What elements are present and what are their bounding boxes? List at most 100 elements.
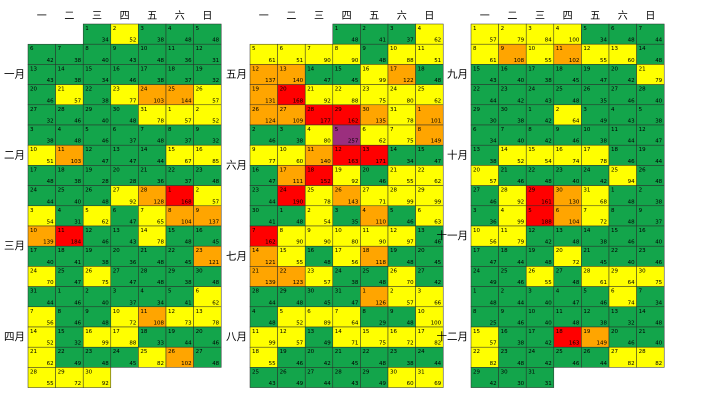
- weekday-label: 一: [259, 11, 269, 22]
- day-value: 44: [269, 199, 276, 205]
- day-number: 19: [528, 248, 535, 254]
- day-value: 65: [157, 220, 164, 226]
- day-number: 15: [335, 66, 342, 72]
- day-number: 1: [528, 107, 532, 113]
- day-number: 20: [611, 329, 618, 335]
- day-value: 94: [628, 179, 635, 185]
- day-number: 27: [30, 107, 37, 113]
- day-value: 140: [293, 78, 304, 84]
- day-number: 24: [30, 188, 37, 194]
- day-number: 2: [501, 289, 505, 295]
- day-value: 48: [379, 58, 386, 64]
- weekday-label: 五: [590, 11, 600, 22]
- day-number: 25: [501, 268, 508, 274]
- day-value: 40: [655, 98, 662, 104]
- day-value: 44: [185, 341, 192, 347]
- day-value: 47: [351, 300, 358, 306]
- day-number: 11: [140, 309, 147, 315]
- day-number: 31: [140, 107, 147, 113]
- day-number: 14: [335, 329, 342, 335]
- day-value: 74: [628, 300, 635, 306]
- day-number: 15: [473, 329, 480, 335]
- day-number: 13: [280, 66, 287, 72]
- day-value: 42: [628, 78, 635, 84]
- month-label: 七月: [226, 250, 247, 262]
- day-number: 3: [140, 26, 144, 32]
- day-value: 78: [212, 321, 219, 327]
- day-value: 128: [154, 199, 165, 205]
- weekday-label: 日: [424, 11, 434, 22]
- day-value: 48: [157, 139, 164, 145]
- day-value: 45: [572, 78, 579, 84]
- day-number: 29: [58, 369, 65, 375]
- day-number: 10: [140, 46, 147, 52]
- day-value: 71: [351, 341, 358, 347]
- day-number: 23: [196, 248, 203, 254]
- day-number: 16: [390, 329, 397, 335]
- day-number: 14: [501, 147, 508, 153]
- weekday-label: 日: [645, 11, 655, 22]
- day-number: 31: [418, 369, 425, 375]
- day-value: 124: [265, 119, 276, 125]
- day-number: 10: [583, 127, 590, 133]
- day-number: 27: [556, 268, 563, 274]
- day-number: 8: [335, 46, 339, 52]
- day-number: 29: [335, 107, 342, 113]
- day-value: 92: [517, 199, 524, 205]
- day-number: 14: [252, 248, 259, 254]
- day-number: 6: [30, 46, 34, 52]
- day-value: 72: [572, 260, 579, 266]
- day-value: 36: [129, 260, 136, 266]
- day-value: 32: [212, 78, 219, 84]
- day-number: 7: [639, 26, 643, 32]
- day-value: 80: [407, 98, 414, 104]
- day-number: 15: [528, 147, 535, 153]
- day-value: 30: [517, 381, 524, 387]
- day-number: 12: [583, 309, 590, 315]
- day-value: 56: [490, 240, 497, 246]
- weekday-label: 一: [480, 11, 490, 22]
- day-value: 48: [47, 179, 54, 185]
- day-number: 5: [390, 208, 394, 214]
- day-number: 22: [473, 349, 480, 355]
- day-value: 62: [434, 179, 441, 185]
- day-value: 44: [324, 381, 331, 387]
- day-value: 149: [431, 139, 442, 145]
- day-number: 21: [583, 248, 590, 254]
- day-cell: [415, 367, 444, 388]
- day-value: 46: [102, 139, 109, 145]
- day-value: 75: [379, 98, 386, 104]
- day-number: 31: [583, 188, 590, 194]
- day-number: 22: [362, 349, 369, 355]
- day-value: 35: [600, 98, 607, 104]
- day-value: 48: [212, 38, 219, 44]
- day-value: 42: [490, 381, 497, 387]
- day-number: 6: [113, 127, 117, 133]
- day-cell: [82, 367, 112, 388]
- day-cell: [525, 367, 555, 388]
- day-value: 45: [129, 361, 136, 367]
- day-number: 20: [556, 248, 563, 254]
- day-number: 26: [390, 268, 397, 274]
- day-value: 82: [157, 361, 164, 367]
- day-value: 78: [324, 199, 331, 205]
- day-number: 24: [418, 349, 425, 355]
- day-value: 44: [655, 38, 662, 44]
- day-value: 88: [407, 58, 414, 64]
- day-number: 24: [280, 188, 287, 194]
- day-value: 82: [655, 361, 662, 367]
- day-number: 24: [528, 349, 535, 355]
- day-value: 40: [517, 139, 524, 145]
- day-value: 38: [102, 98, 109, 104]
- day-number: 26: [639, 167, 646, 173]
- day-number: 6: [196, 289, 200, 295]
- day-value: 46: [600, 300, 607, 306]
- day-number: 24: [335, 268, 342, 274]
- day-value: 46: [490, 199, 497, 205]
- day-value: 78: [407, 119, 414, 125]
- day-value: 31: [545, 381, 552, 387]
- day-number: 11: [307, 147, 314, 153]
- day-value: 40: [628, 260, 635, 266]
- day-value: 257: [348, 139, 359, 145]
- day-value: 57: [490, 341, 497, 347]
